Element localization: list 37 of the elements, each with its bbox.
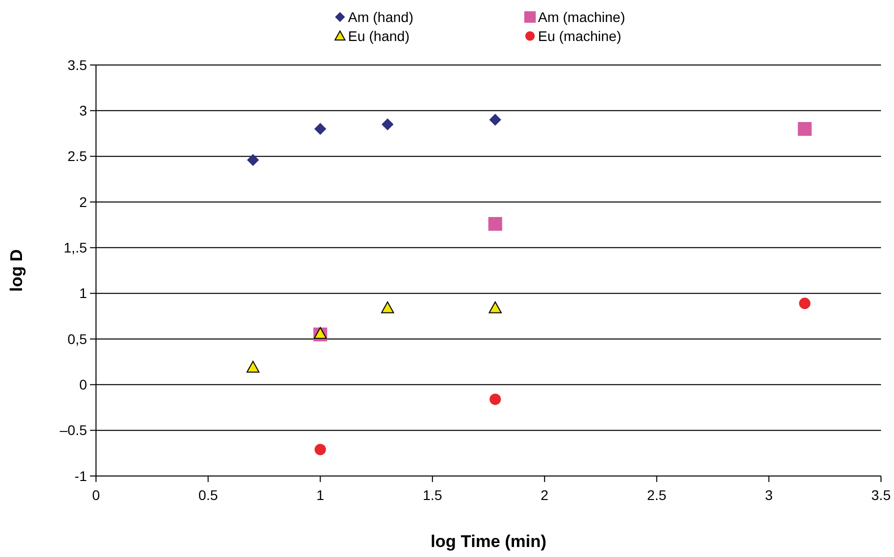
- y-tick-label: -1: [74, 468, 88, 484]
- point: [488, 301, 502, 314]
- legend-label: Eu (machine): [538, 28, 622, 44]
- y-tick-label: 0,5: [68, 330, 88, 347]
- point: [314, 122, 326, 135]
- y-tick-label: 1: [79, 285, 88, 302]
- y-tick-label: 1,.5: [64, 240, 88, 256]
- x-tick-label: 3: [764, 487, 773, 503]
- x-tick-label: 3.5: [871, 487, 891, 503]
- point: [798, 122, 812, 136]
- point: [489, 114, 502, 126]
- y-tick-label: 3.5: [68, 56, 88, 73]
- point: [314, 444, 326, 456]
- point: [490, 394, 501, 405]
- y-tick-label: 2: [79, 194, 88, 210]
- y-tick-label: 2.5: [68, 148, 88, 164]
- x-tick-label: 0.5: [198, 487, 218, 503]
- point: [382, 118, 394, 130]
- y-tick-label: 0: [79, 376, 88, 393]
- x-tick-label: 2: [540, 487, 549, 503]
- x-axis-title: log Time (min): [430, 532, 546, 551]
- legend-label: Am (machine): [538, 8, 626, 25]
- point: [247, 154, 259, 166]
- point: [314, 327, 327, 339]
- legend-label: Am (hand): [348, 8, 414, 25]
- point: [488, 217, 502, 231]
- x-tick-label: 1: [316, 487, 324, 503]
- x-tick-label: 0: [92, 487, 100, 503]
- point: [381, 301, 394, 314]
- x-tick-label: 2.5: [646, 487, 667, 503]
- y-axis-title: log D: [7, 249, 26, 292]
- y-tick-label: 3: [79, 102, 88, 119]
- x-tick-label: 1.5: [422, 487, 442, 503]
- y-tick-label: –0.5: [60, 422, 88, 438]
- legend-label: Eu (hand): [348, 28, 410, 44]
- point: [246, 360, 260, 373]
- point: [799, 298, 810, 310]
